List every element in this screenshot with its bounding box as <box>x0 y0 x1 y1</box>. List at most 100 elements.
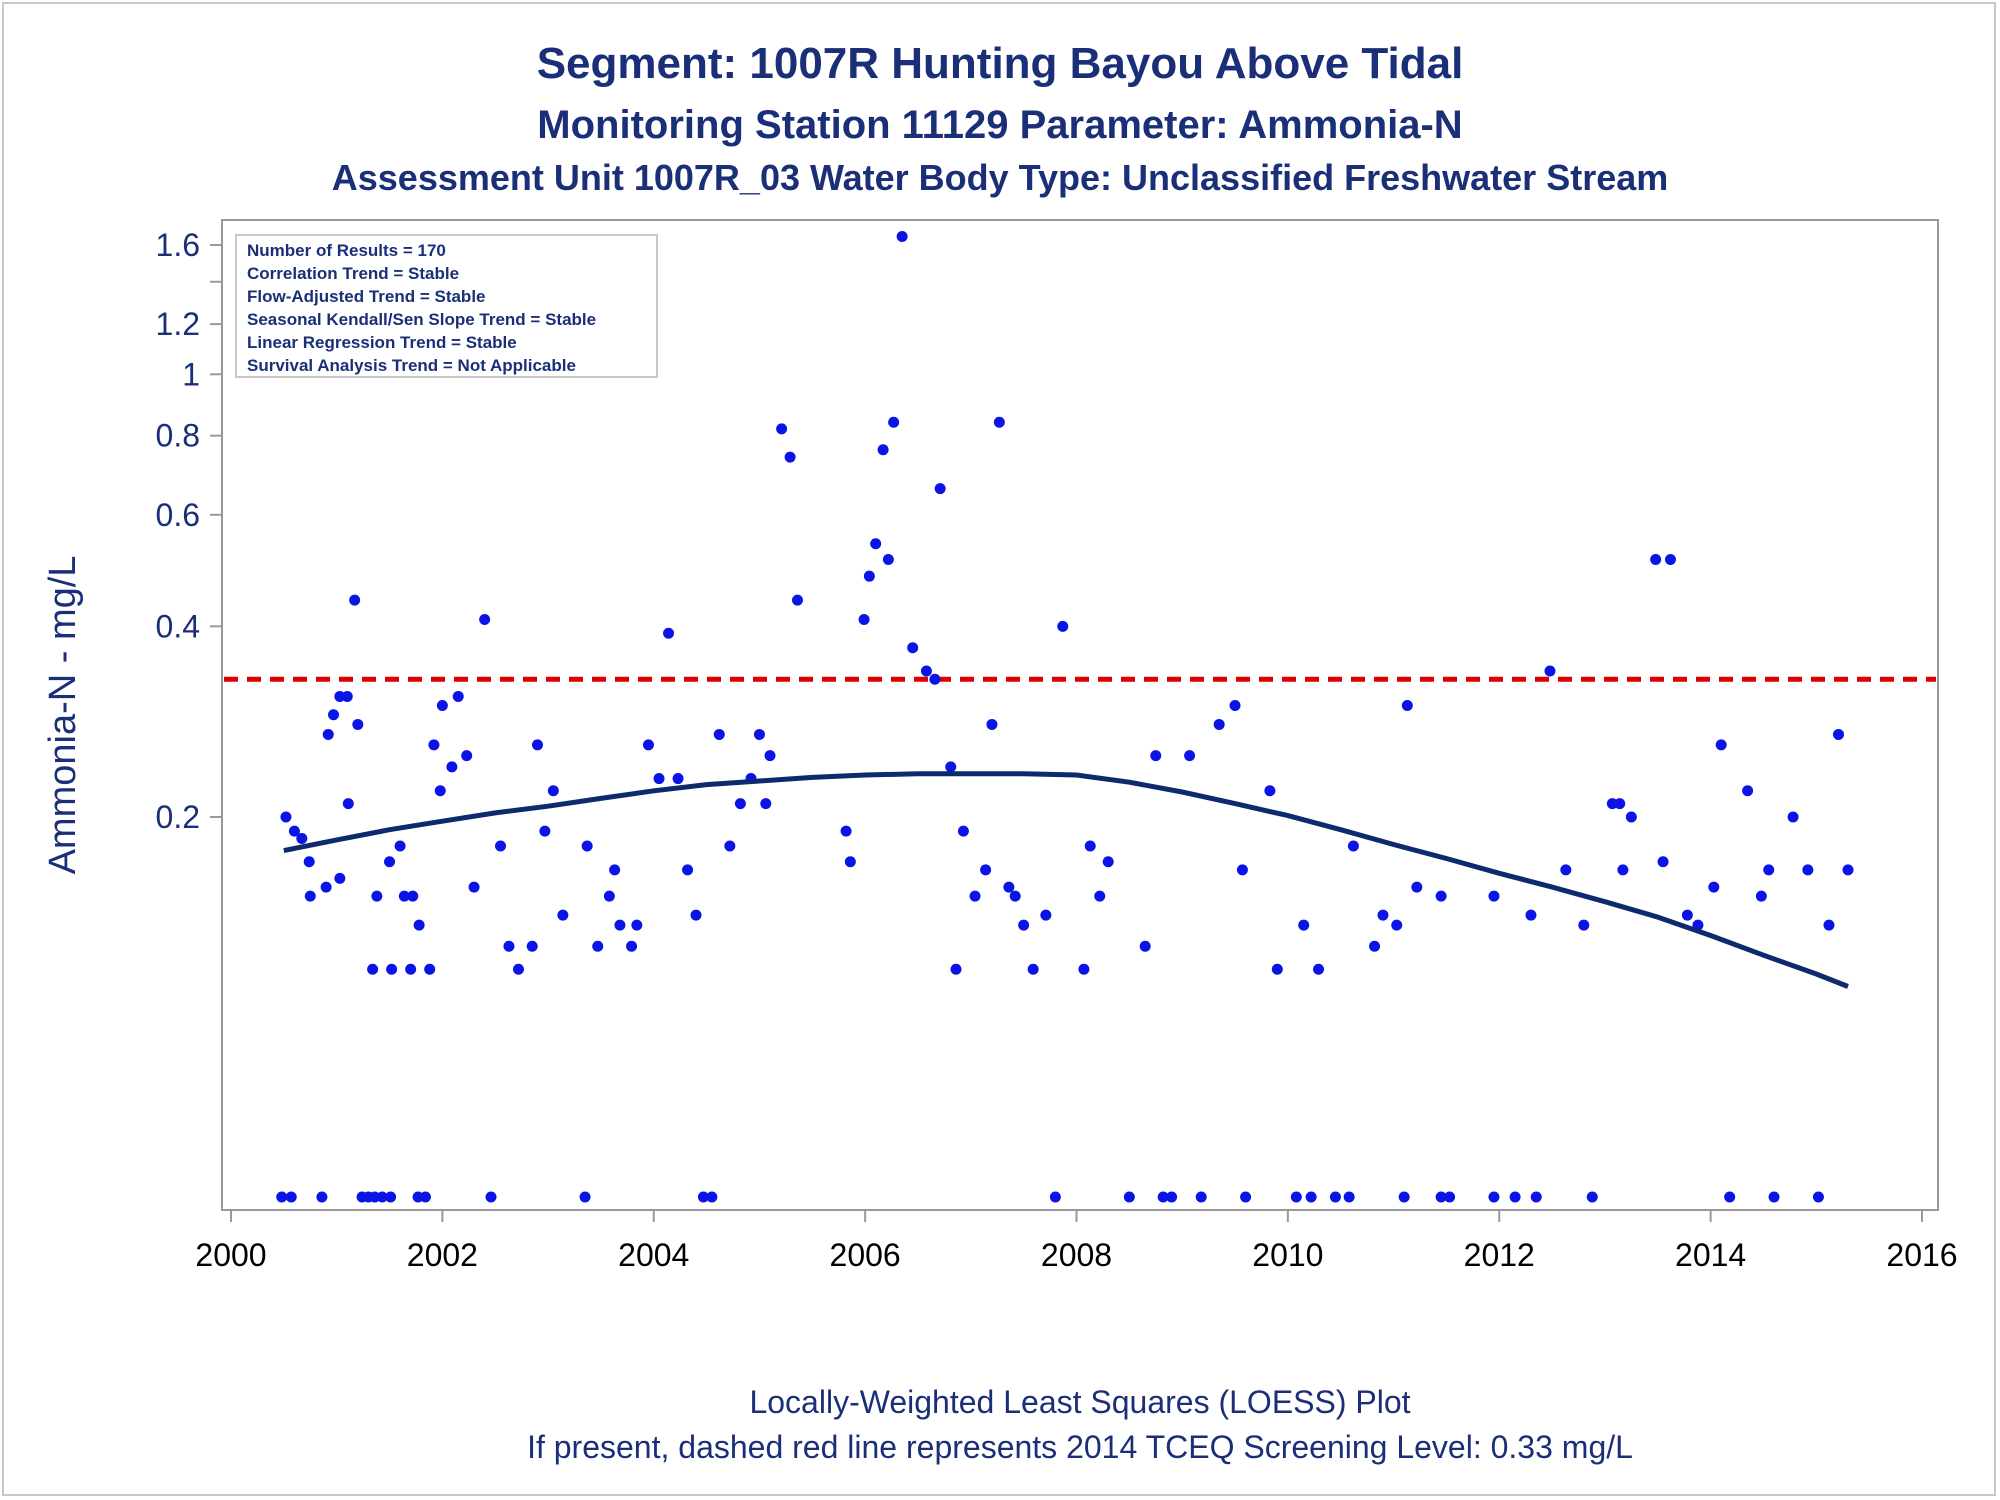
data-point <box>1084 840 1096 852</box>
data-point <box>322 728 334 740</box>
data-point <box>1391 919 1403 931</box>
y-tick-label: 1.2 <box>156 306 200 342</box>
data-point <box>1264 785 1276 797</box>
data-point <box>986 718 998 730</box>
x-tick-label: 2004 <box>618 1237 689 1273</box>
data-point <box>352 718 364 730</box>
data-point <box>1488 890 1500 902</box>
y-tick-label: 0.8 <box>156 418 200 454</box>
data-point <box>320 881 332 893</box>
y-tick-label: 0.4 <box>156 608 200 644</box>
data-point <box>950 963 962 975</box>
data-point <box>547 785 559 797</box>
data-point <box>1625 811 1637 823</box>
data-point <box>405 963 417 975</box>
data-point <box>1018 919 1030 931</box>
data-point <box>713 728 725 740</box>
data-point-censored <box>485 1191 497 1203</box>
data-point <box>1369 940 1381 952</box>
data-point <box>1347 840 1359 852</box>
data-point <box>1833 728 1845 740</box>
data-point-censored <box>1343 1191 1355 1203</box>
data-point <box>882 554 894 566</box>
data-point <box>626 940 638 952</box>
data-point <box>877 444 889 456</box>
data-point <box>342 798 354 810</box>
data-point <box>1377 909 1389 921</box>
chart-title-line-1: Segment: 1007R Hunting Bayou Above Tidal <box>537 39 1464 88</box>
data-point <box>341 690 353 702</box>
data-point <box>386 963 398 975</box>
data-point <box>1401 699 1413 711</box>
data-point <box>452 690 464 702</box>
data-point <box>296 832 308 844</box>
data-point <box>1657 856 1669 868</box>
data-point <box>1525 909 1537 921</box>
data-point <box>413 919 425 931</box>
data-point <box>791 594 803 606</box>
data-point <box>863 570 875 582</box>
data-point <box>512 963 524 975</box>
data-point <box>428 739 440 751</box>
data-point <box>653 773 665 785</box>
data-point <box>1184 750 1196 762</box>
loess-curve <box>283 771 1849 989</box>
data-point <box>682 864 694 876</box>
data-point-censored <box>1768 1191 1780 1203</box>
data-point <box>1057 620 1069 632</box>
data-point-censored <box>1195 1191 1207 1203</box>
y-tick-label: 1 <box>182 356 200 392</box>
data-point <box>371 890 383 902</box>
data-point <box>1435 890 1447 902</box>
x-tick-label: 2012 <box>1464 1237 1535 1273</box>
data-point <box>1650 554 1662 566</box>
data-point-censored <box>376 1191 388 1203</box>
data-point <box>642 739 654 751</box>
data-point <box>993 416 1005 428</box>
data-point <box>1040 909 1052 921</box>
footnote-line-2: If present, dashed red line represents 2… <box>527 1429 1633 1465</box>
x-tick-label: 2008 <box>1041 1237 1112 1273</box>
data-point <box>614 919 626 931</box>
data-point <box>896 231 908 243</box>
data-point-censored <box>385 1191 397 1203</box>
data-point <box>1755 890 1767 902</box>
data-point <box>557 909 569 921</box>
data-point-censored <box>1812 1191 1824 1203</box>
data-point-censored <box>1049 1191 1061 1203</box>
data-point <box>724 840 736 852</box>
data-point <box>1614 798 1626 810</box>
data-point <box>526 940 538 952</box>
data-point <box>1003 881 1015 893</box>
data-point <box>1708 881 1720 893</box>
x-axis: 2000 2002 2004 2006 2008 2010 2012 2014 2016 <box>195 1210 1958 1273</box>
data-point <box>1213 718 1225 730</box>
data-point <box>398 890 410 902</box>
data-point <box>468 881 480 893</box>
data-point <box>503 940 515 952</box>
data-point-censored <box>1166 1191 1178 1203</box>
data-point <box>384 856 396 868</box>
stats-line-correlation: Correlation Trend = Stable <box>247 264 459 283</box>
data-point <box>280 811 292 823</box>
data-point <box>446 761 458 773</box>
data-point <box>334 872 346 884</box>
data-point-censored <box>1509 1191 1521 1203</box>
y-axis-label: Ammonia-N - mg/L <box>42 556 84 875</box>
stats-box: Number of Results = 170 Correlation Tren… <box>235 234 658 378</box>
data-point-censored <box>1157 1191 1169 1203</box>
data-point-censored <box>579 1191 591 1203</box>
data-point <box>663 627 675 639</box>
x-tick-label: 2014 <box>1675 1237 1746 1273</box>
data-point <box>1271 963 1283 975</box>
data-point <box>328 709 340 721</box>
data-point <box>764 750 776 762</box>
data-point <box>844 856 856 868</box>
data-point <box>929 673 941 685</box>
data-point <box>434 785 446 797</box>
y-tick-label: 0.6 <box>156 497 200 533</box>
data-point <box>531 739 543 751</box>
data-point <box>1715 739 1727 751</box>
data-point <box>1823 919 1835 931</box>
